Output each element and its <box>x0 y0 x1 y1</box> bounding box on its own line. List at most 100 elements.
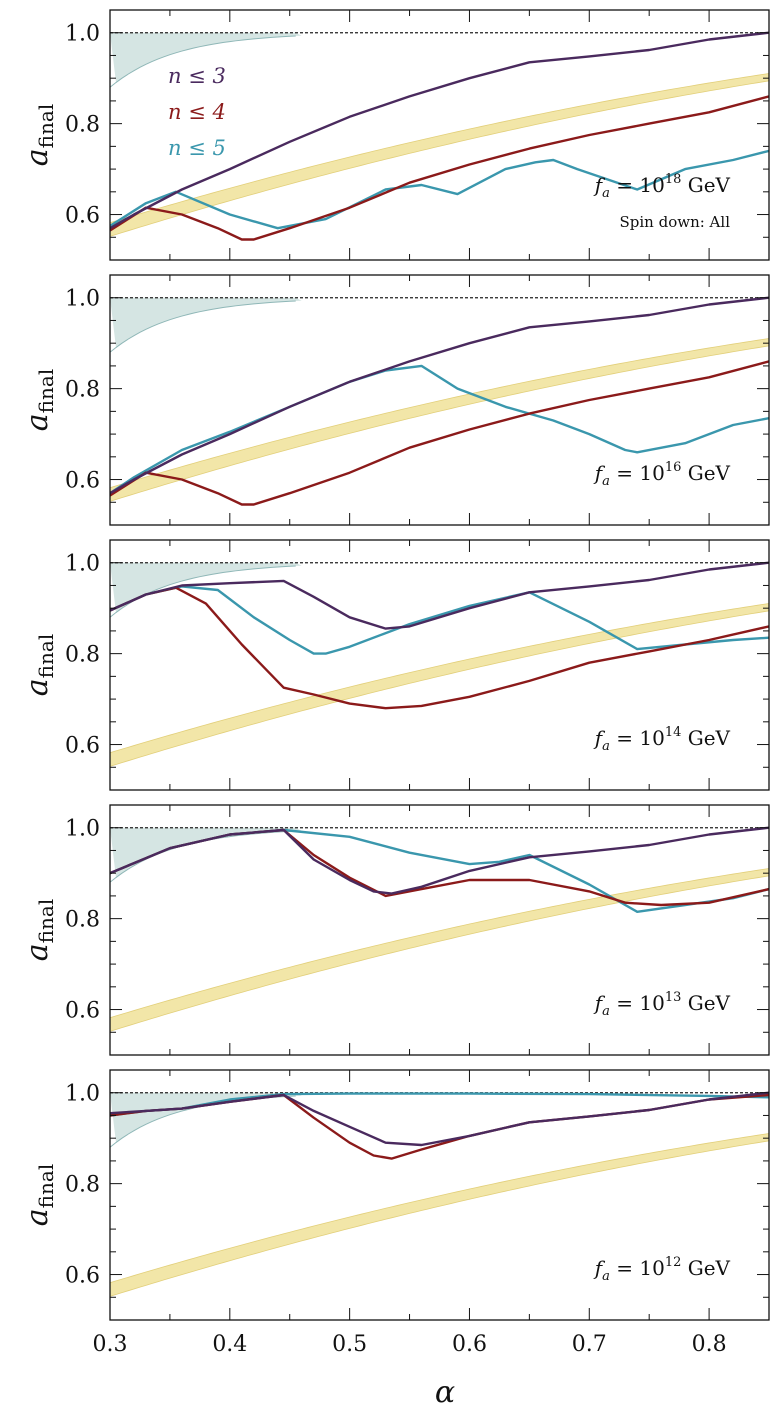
series-line-n3 <box>110 296 769 495</box>
x-tick-label: 0.4 <box>212 1332 247 1357</box>
panel-frame <box>109 539 770 791</box>
panels-group: 0.6 0.8 1.0 fa = 1018 GeV Spin down: All n ≤ … <box>65 9 770 1357</box>
series-line-n3 <box>110 826 769 895</box>
y-tick-label: 0.6 <box>65 469 100 494</box>
series-line-n3 <box>110 31 769 230</box>
y-axis-label-main: a <box>20 148 55 166</box>
fa-equals: = 10 <box>610 991 665 1015</box>
shaded-region <box>110 1092 302 1143</box>
y-axis-label: afinal <box>20 104 58 166</box>
shaded-region-edge <box>110 35 296 88</box>
panel-1: 0.6 0.8 1.0 fa = 1018 GeV Spin down: All n ≤ … <box>65 9 770 261</box>
series-line-n5 <box>110 364 769 495</box>
fa-equals: = 10 <box>610 461 665 485</box>
legend-entry-n5: n ≤ 5 <box>168 136 226 160</box>
fa-unit: GeV <box>681 461 730 485</box>
fa-unit: GeV <box>681 1256 730 1280</box>
y-tick-label: 0.6 <box>65 1264 100 1289</box>
series-line-n5 <box>110 585 769 655</box>
y-axis-label-main: a <box>20 413 55 431</box>
yellow-band <box>110 73 769 237</box>
y-tick-label: 0.6 <box>65 734 100 759</box>
y-tick-label: 1.0 <box>65 1082 100 1107</box>
x-tick-label: 0.8 <box>692 1332 727 1357</box>
fa-subscript: a <box>602 186 610 201</box>
series-line-n4 <box>110 586 769 710</box>
y-tick-label: 0.6 <box>65 204 100 229</box>
fa-unit: GeV <box>681 726 730 750</box>
panel-4: 0.6 0.8 1.0 fa = 1013 GeV <box>65 804 770 1056</box>
y-axis-label-sub: final <box>34 899 58 944</box>
fa-unit: GeV <box>681 991 730 1015</box>
y-axis-label: afinal <box>20 369 58 431</box>
panel-frame <box>109 1069 770 1321</box>
fa-exponent: 13 <box>665 990 682 1005</box>
y-axis-label: afinal <box>20 634 58 696</box>
y-axis-label-main: a <box>20 943 55 961</box>
fa-equals: = 10 <box>610 173 665 197</box>
y-tick-label: 0.8 <box>65 1173 100 1198</box>
panel-frame <box>109 804 770 1056</box>
yellow-band <box>110 338 769 502</box>
y-tick-label: 0.6 <box>65 999 100 1024</box>
fa-subscript: a <box>602 474 610 489</box>
spin-down-label: Spin down: All <box>620 213 731 231</box>
series-line-n4 <box>110 95 769 241</box>
x-tick-label: 0.3 <box>93 1332 128 1357</box>
panel-content <box>110 296 769 506</box>
y-tick-label: 1.0 <box>65 817 100 842</box>
panel-frame <box>109 274 770 526</box>
x-axis-label: α <box>435 1375 455 1410</box>
fa-exponent: 16 <box>665 460 682 475</box>
y-axis-label-sub: final <box>34 104 58 149</box>
y-axis-label: afinal <box>20 899 58 961</box>
y-axis-label-sub: final <box>34 1164 58 1209</box>
fa-annotation: fa = 1012 GeV <box>593 1255 731 1284</box>
y-axis-label-main: a <box>20 678 55 696</box>
y-axis-label-sub: final <box>34 369 58 414</box>
x-tick-label: 0.5 <box>332 1332 367 1357</box>
y-axis-label: afinal <box>20 1164 58 1226</box>
panel-content <box>110 31 769 241</box>
y-tick-label: 0.8 <box>65 378 100 403</box>
panel-content <box>110 826 769 1032</box>
y-tick-label: 1.0 <box>65 22 100 47</box>
x-tick-label: 0.6 <box>452 1332 487 1357</box>
fa-subscript: a <box>602 739 610 754</box>
shaded-region <box>110 32 302 83</box>
series-line-n4 <box>110 360 769 506</box>
shaded-region <box>110 297 302 348</box>
fa-annotation: fa = 1013 GeV <box>593 990 731 1019</box>
y-tick-label: 0.8 <box>65 908 100 933</box>
shaded-region-edge <box>110 300 296 353</box>
fa-exponent: 14 <box>665 725 682 740</box>
fa-subscript: a <box>602 1004 610 1019</box>
series-line-n3 <box>110 1091 769 1147</box>
panel-frame <box>109 9 770 261</box>
fa-exponent: 18 <box>665 172 682 187</box>
legend-entry-n4: n ≤ 4 <box>168 100 226 124</box>
y-tick-label: 0.8 <box>65 643 100 668</box>
legend-entry-n3: n ≤ 3 <box>168 64 226 88</box>
panel-2: 0.6 0.8 1.0 fa = 1016 GeV <box>65 274 770 526</box>
fa-subscript: a <box>602 1269 610 1284</box>
y-tick-label: 1.0 <box>65 287 100 312</box>
panel-content <box>110 561 769 767</box>
panel-5: 0.6 0.8 1.0 fa = 1012 GeV <box>65 1069 770 1321</box>
y-axis-label-sub: final <box>34 634 58 679</box>
y-tick-label: 1.0 <box>65 552 100 577</box>
fa-annotation: fa = 1018 GeV <box>593 172 731 201</box>
yellow-band <box>110 868 769 1032</box>
fa-unit: GeV <box>681 173 730 197</box>
panel-3: 0.6 0.8 1.0 fa = 1014 GeV <box>65 539 770 791</box>
yellow-band <box>110 603 769 767</box>
fa-equals: = 10 <box>610 726 665 750</box>
fa-annotation: fa = 1014 GeV <box>593 725 731 754</box>
fa-annotation: fa = 1016 GeV <box>593 460 731 489</box>
shaded-region <box>110 827 302 878</box>
y-tick-label: 0.8 <box>65 113 100 138</box>
shaded-region <box>110 562 302 613</box>
yellow-band <box>110 1133 769 1297</box>
